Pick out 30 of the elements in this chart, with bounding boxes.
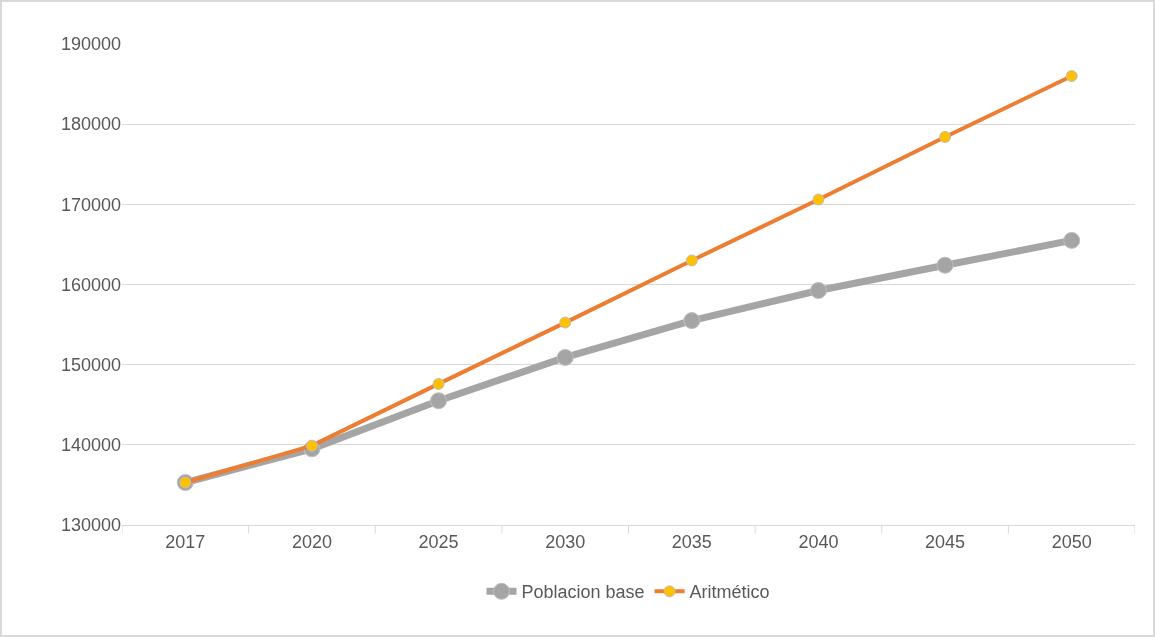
point (683, 312, 701, 330)
point (685, 254, 698, 267)
point (556, 348, 574, 366)
point (305, 439, 318, 452)
point (812, 193, 825, 206)
x-tick-label: 2035 (671, 531, 712, 552)
point (936, 256, 954, 274)
y-tick-label: 130000 (60, 515, 121, 536)
y-tick-label: 150000 (60, 354, 121, 375)
x-tick-label: 2017 (165, 531, 206, 552)
legend-label: Aritmético (689, 582, 770, 603)
point (939, 130, 952, 143)
point (1063, 231, 1081, 249)
y-tick-label: 190000 (60, 34, 121, 55)
point (809, 282, 827, 299)
x-tick-label: 2030 (545, 531, 586, 552)
x-tick-label: 2025 (418, 531, 459, 552)
point (432, 377, 445, 390)
x-tick-label: 2050 (1051, 531, 1092, 552)
y-tick-label: 140000 (60, 435, 121, 456)
point (1065, 70, 1078, 83)
x-tick-label: 2040 (798, 531, 839, 552)
point (559, 316, 572, 329)
y-tick-label: 180000 (60, 114, 121, 135)
y-tick-label: 160000 (60, 274, 121, 295)
point (430, 392, 448, 410)
x-tick-label: 2020 (291, 531, 332, 552)
x-tick-label: 2045 (925, 531, 966, 552)
y-tick-label: 170000 (60, 194, 121, 215)
legend-label: Poblacion base (521, 582, 645, 603)
